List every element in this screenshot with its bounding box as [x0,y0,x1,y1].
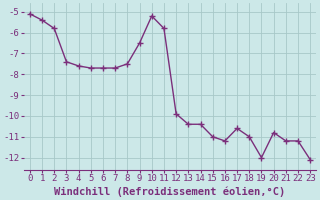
X-axis label: Windchill (Refroidissement éolien,°C): Windchill (Refroidissement éolien,°C) [54,186,286,197]
